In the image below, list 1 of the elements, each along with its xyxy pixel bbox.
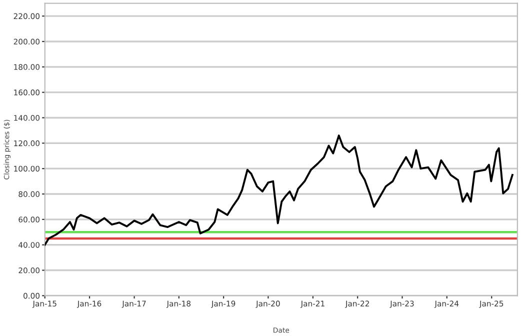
line-series xyxy=(44,134,514,246)
